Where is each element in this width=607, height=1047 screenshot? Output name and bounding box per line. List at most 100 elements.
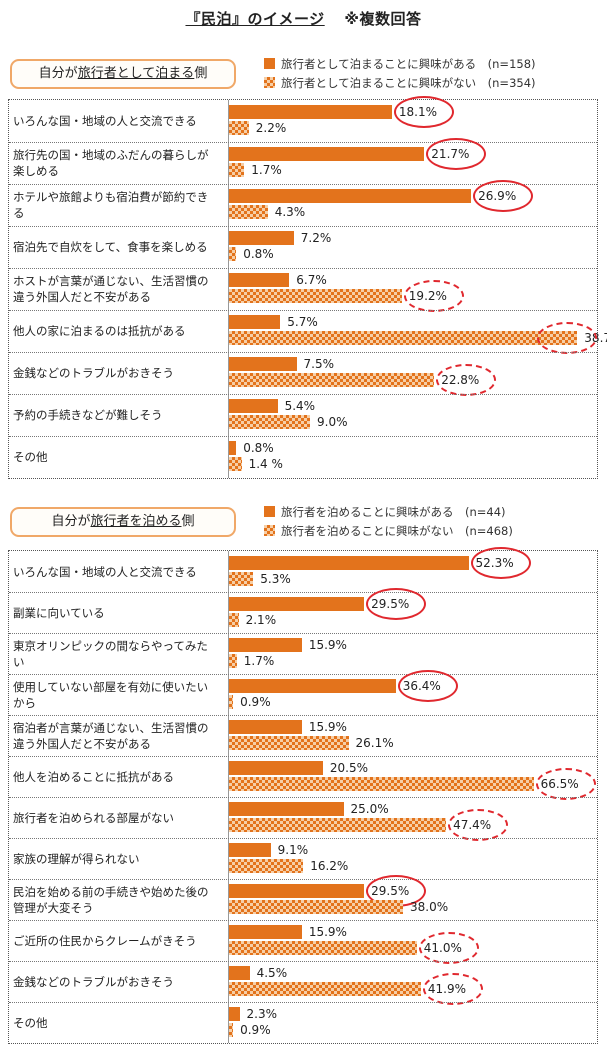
value-label: 1.4 %: [248, 457, 283, 471]
row-separator: [9, 797, 597, 798]
category-label: 宿泊者が言葉が通じない、生活習慣の 違う外国人だと不安がある: [13, 720, 227, 752]
value-label: 2.2%: [255, 121, 287, 135]
category-label-line: 管理が大変そう: [13, 900, 94, 915]
highlight-circle: [470, 547, 531, 579]
category-label-line: 違う外国人だと不安がある: [13, 290, 151, 304]
value-label: 9.1%: [277, 843, 309, 857]
row-separator: [9, 674, 597, 675]
bar-interested: [229, 884, 365, 898]
highlight-circle: [422, 973, 483, 1005]
row-separator: [9, 920, 597, 921]
bar-not-interested: [229, 859, 304, 873]
category-label-line: 副業に向いている: [13, 605, 105, 620]
category-label: 民泊を始める前の手続きや始めた後の 管理が大変そう: [13, 884, 227, 916]
bar-not-interested: [229, 163, 245, 177]
value-label: 0.8%: [243, 441, 274, 455]
category-label-line: から: [13, 695, 36, 710]
value-label: 26.1%: [355, 736, 394, 750]
bar-not-interested: [229, 247, 237, 261]
bar-not-interested: [229, 1023, 234, 1037]
chart-legend: 旅行者として泊まることに興味がある (n=158) 旅行者として泊まることに興味が…: [264, 55, 536, 93]
category-label-line: 金銭などのトラブルがおきそう: [13, 366, 174, 380]
bar-interested: [229, 399, 278, 413]
value-label: 4.5%: [256, 966, 288, 980]
category-label: いろんな国・地域の人と交流できる: [13, 564, 227, 580]
legend-swatch-checkered: [264, 77, 275, 88]
row-separator: [9, 394, 597, 395]
category-label: 他人の家に泊まるのは抵抗がある: [13, 323, 227, 339]
value-axis: [228, 100, 229, 478]
bar-interested: [229, 273, 290, 287]
bar-not-interested: [229, 900, 404, 914]
category-label: 使用していない部屋を有効に使いたい から: [13, 679, 227, 711]
bar-interested: [229, 147, 425, 161]
category-label-line: その他: [13, 450, 48, 464]
category-label: 金銭などのトラブルがおきそう: [13, 974, 227, 990]
legend-label: 旅行者として泊まることに興味がない (n=354): [281, 76, 536, 90]
section-label-prefix: 自分が: [38, 66, 78, 81]
category-label-line: 金銭などのトラブルがおきそう: [13, 974, 174, 989]
category-label: ご近所の住民からクレームがきそう: [13, 933, 227, 949]
category-label-line: 旅行先の国・地域のふだんの暮らしが: [13, 148, 209, 162]
row-separator: [9, 352, 597, 353]
bar-not-interested: [229, 331, 578, 345]
value-label: 7.5%: [303, 357, 335, 371]
category-label: その他: [13, 1015, 227, 1031]
bar-interested: [229, 720, 302, 734]
value-label: 15.9%: [308, 925, 347, 939]
category-label: 旅行先の国・地域のふだんの暮らしが 楽しめる: [13, 147, 227, 179]
bar-not-interested: [229, 613, 239, 627]
highlight-circle: [537, 322, 597, 354]
category-label: 東京オリンピックの間ならやってみたい: [13, 638, 227, 670]
legend-label: 旅行者として泊まることに興味がある (n=158): [281, 57, 536, 71]
category-label-line: る: [13, 206, 25, 220]
bar-interested: [229, 761, 323, 775]
category-label-line: 家族の理解が得られない: [13, 851, 140, 866]
row-separator: [9, 633, 597, 634]
bar-not-interested: [229, 818, 447, 832]
category-label-line: 他人を泊めることに抵抗がある: [13, 769, 174, 784]
section-label-subject: 旅行者を泊める: [90, 514, 182, 529]
chart-plot-area: いろんな国・地域の人と交流できる 18.1% 2.2% 旅行先の国・地域のふだんの暮ら…: [8, 96, 607, 479]
value-label: 15.9%: [308, 638, 347, 652]
bar-interested: [229, 925, 302, 939]
row-separator: [9, 184, 597, 185]
highlight-circle: [418, 932, 479, 964]
row-separator: [9, 838, 597, 839]
category-label-line: 東京オリンピックの間ならやってみた: [13, 638, 208, 653]
bar-interested: [229, 679, 396, 693]
category-label-line: 楽しめる: [13, 164, 59, 178]
section-label-prefix: 自分が: [51, 514, 91, 529]
row-separator: [9, 1002, 597, 1003]
category-label-line: い: [13, 654, 25, 669]
value-label: 7.2%: [300, 231, 332, 245]
bar-not-interested: [229, 457, 242, 471]
legend-entry: 旅行者を泊めることに興味がある (n=44): [264, 503, 513, 522]
value-label: 1.7%: [243, 654, 275, 668]
title-text: 『民泊』のイメージ: [185, 10, 325, 28]
bar-not-interested: [229, 373, 435, 387]
highlight-circle: [535, 768, 596, 800]
bar-not-interested: [229, 777, 534, 791]
category-label-line: いろんな国・地域の人と交流できる: [13, 114, 197, 128]
bar-not-interested: [229, 415, 310, 429]
bar-interested: [229, 315, 281, 329]
row-separator: [9, 961, 597, 962]
value-label: 6.7%: [296, 273, 327, 287]
bar-not-interested: [229, 121, 249, 135]
row-separator: [9, 142, 597, 143]
category-label-line: 他人の家に泊まるのは抵抗がある: [13, 324, 186, 338]
category-label-line: 民泊を始める前の手続きや始めた後の: [13, 884, 209, 899]
category-label: ホテルや旅館よりも宿泊費が節約できる: [13, 189, 227, 221]
category-label: ホストが言葉が通じない、生活習慣の 違う外国人だと不安がある: [13, 273, 227, 305]
legend-entry: 旅行者を泊めることに興味がない (n=468): [264, 522, 513, 541]
bar-interested: [229, 231, 294, 245]
value-label: 16.2%: [310, 859, 349, 873]
category-label-line: ホテルや旅館よりも宿泊費が節約でき: [13, 190, 209, 204]
section-label: 自分が旅行者を泊める側: [10, 507, 236, 537]
bar-not-interested: [229, 289, 402, 303]
section-label-suffix: 側: [194, 66, 208, 81]
bar-not-interested: [229, 572, 254, 586]
highlight-circle: [436, 364, 497, 396]
highlight-circle: [393, 96, 454, 128]
